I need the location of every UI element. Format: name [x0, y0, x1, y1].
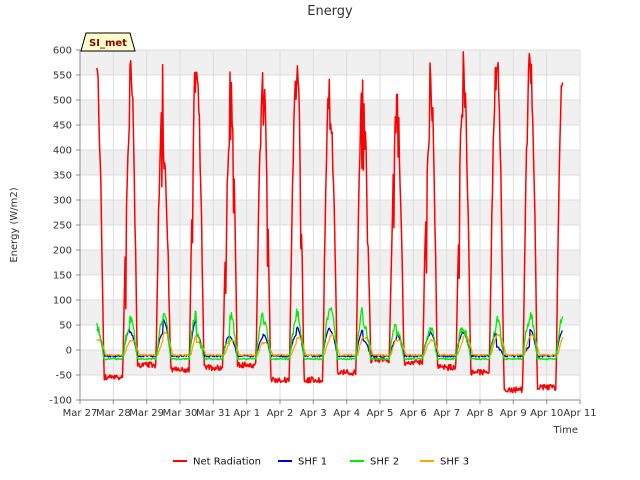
- y-tick-label: 50: [59, 321, 72, 332]
- x-tick-label: Mar 31: [196, 408, 231, 419]
- plot-band: [80, 175, 580, 200]
- series-line-shf-3: [96, 331, 564, 357]
- y-tick-label: 250: [53, 221, 72, 232]
- legend: Net Radiation SHF 1 SHF 2 SHF 3: [173, 457, 469, 468]
- x-tick-label: Apr 7: [433, 408, 460, 419]
- legend-label: Net Radiation: [193, 457, 261, 468]
- plot-band: [80, 350, 580, 375]
- chart-title: Energy: [307, 4, 353, 19]
- y-axis-label: Energy (W/m2): [9, 187, 20, 262]
- plot-band: [80, 250, 580, 275]
- plot-band: [80, 275, 580, 300]
- grid-lines: [79, 49, 581, 401]
- y-tick-label: 350: [53, 171, 72, 182]
- x-tick-label: Mar 28: [96, 408, 131, 419]
- x-tick-label: Apr 10: [530, 408, 563, 419]
- y-axis-ticks: -100 -50 0 50 100 150 200 250 300 350 400 450 500 550…: [49, 46, 80, 407]
- x-tick-label: Apr 1: [233, 408, 260, 419]
- badge-label: SI_met: [89, 38, 127, 49]
- x-tick-label: Apr 2: [267, 408, 294, 419]
- legend-label: SHF 2: [370, 457, 399, 468]
- y-tick-label: 550: [53, 71, 72, 82]
- y-tick-label: 300: [53, 196, 72, 207]
- x-tick-label: Apr 5: [367, 408, 394, 419]
- x-tick-label: Mar 29: [129, 408, 164, 419]
- y-tick-label: 600: [53, 46, 72, 57]
- plot-band: [80, 225, 580, 250]
- x-tick-label: Apr 11: [563, 408, 596, 419]
- y-tick-label: 200: [53, 246, 72, 257]
- y-tick-label: 150: [53, 271, 72, 282]
- x-tick-label: Apr 9: [500, 408, 527, 419]
- y-tick-label: 400: [53, 146, 72, 157]
- series-layer: [95, 50, 564, 394]
- y-tick-label: 100: [53, 296, 72, 307]
- legend-label: SHF 3: [440, 457, 469, 468]
- x-tick-label: Apr 4: [333, 408, 360, 419]
- series-line-shf-1: [96, 318, 563, 358]
- plot-band: [80, 150, 580, 175]
- x-tick-label: Apr 6: [400, 408, 427, 419]
- y-tick-label: -100: [49, 396, 72, 407]
- x-tick-label: Apr 3: [300, 408, 327, 419]
- x-axis-label: Time: [553, 425, 578, 436]
- y-tick-label: 0: [66, 346, 72, 357]
- x-tick-label: Apr 8: [467, 408, 494, 419]
- plot-band: [80, 200, 580, 225]
- plot-band: [80, 300, 580, 325]
- series-line-shf-2: [96, 306, 564, 361]
- legend-label: SHF 1: [298, 457, 327, 468]
- site-badge: SI_met: [80, 32, 136, 52]
- x-tick-label: Mar 27: [63, 408, 98, 419]
- y-tick-label: 500: [53, 96, 72, 107]
- y-tick-label: 450: [53, 121, 72, 132]
- plot-band: [80, 375, 580, 400]
- y-tick-label: -50: [56, 371, 72, 382]
- series-line-net-radiation: [95, 50, 564, 394]
- plot-band: [80, 50, 580, 75]
- x-tick-label: Mar 30: [163, 408, 198, 419]
- badge-background: [80, 32, 136, 52]
